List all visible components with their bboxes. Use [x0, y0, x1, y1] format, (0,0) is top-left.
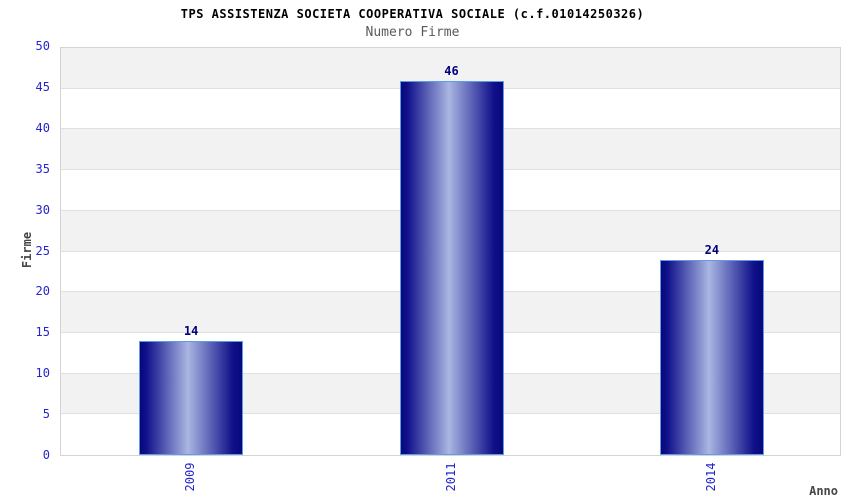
chart-title: TPS ASSISTENZA SOCIETA COOPERATIVA SOCIA… — [180, 7, 645, 21]
y-tick-label: 20 — [35, 284, 50, 299]
bar-value-label: 14 — [183, 324, 199, 339]
y-tick-label: 5 — [42, 407, 50, 422]
chart-subtitle: Numero Firme — [365, 25, 460, 40]
x-tick-label: 2009 — [183, 462, 198, 492]
y-tick-label: 10 — [35, 366, 50, 381]
x-tick-label: 2011 — [443, 462, 458, 492]
bar-2014 — [659, 259, 764, 455]
bar-2009 — [139, 341, 244, 455]
y-tick-label: 0 — [42, 448, 50, 462]
y-tick-label: 15 — [35, 325, 50, 340]
y-tick-label: 40 — [35, 120, 50, 135]
bar-value-label: 24 — [704, 242, 720, 257]
y-tick-label: 25 — [35, 243, 50, 258]
bar-value-label: 46 — [444, 63, 459, 78]
x-tick-label: 2014 — [703, 462, 718, 492]
y-tick-label: 50 — [35, 39, 50, 53]
y-tick-label: 35 — [35, 161, 50, 176]
bar-2011 — [399, 80, 504, 455]
x-axis-title: Anno — [809, 484, 838, 498]
plot-area: 14 46 24 — [60, 47, 841, 456]
y-tick-label: 30 — [35, 202, 50, 217]
y-tick-label: 45 — [35, 79, 50, 94]
